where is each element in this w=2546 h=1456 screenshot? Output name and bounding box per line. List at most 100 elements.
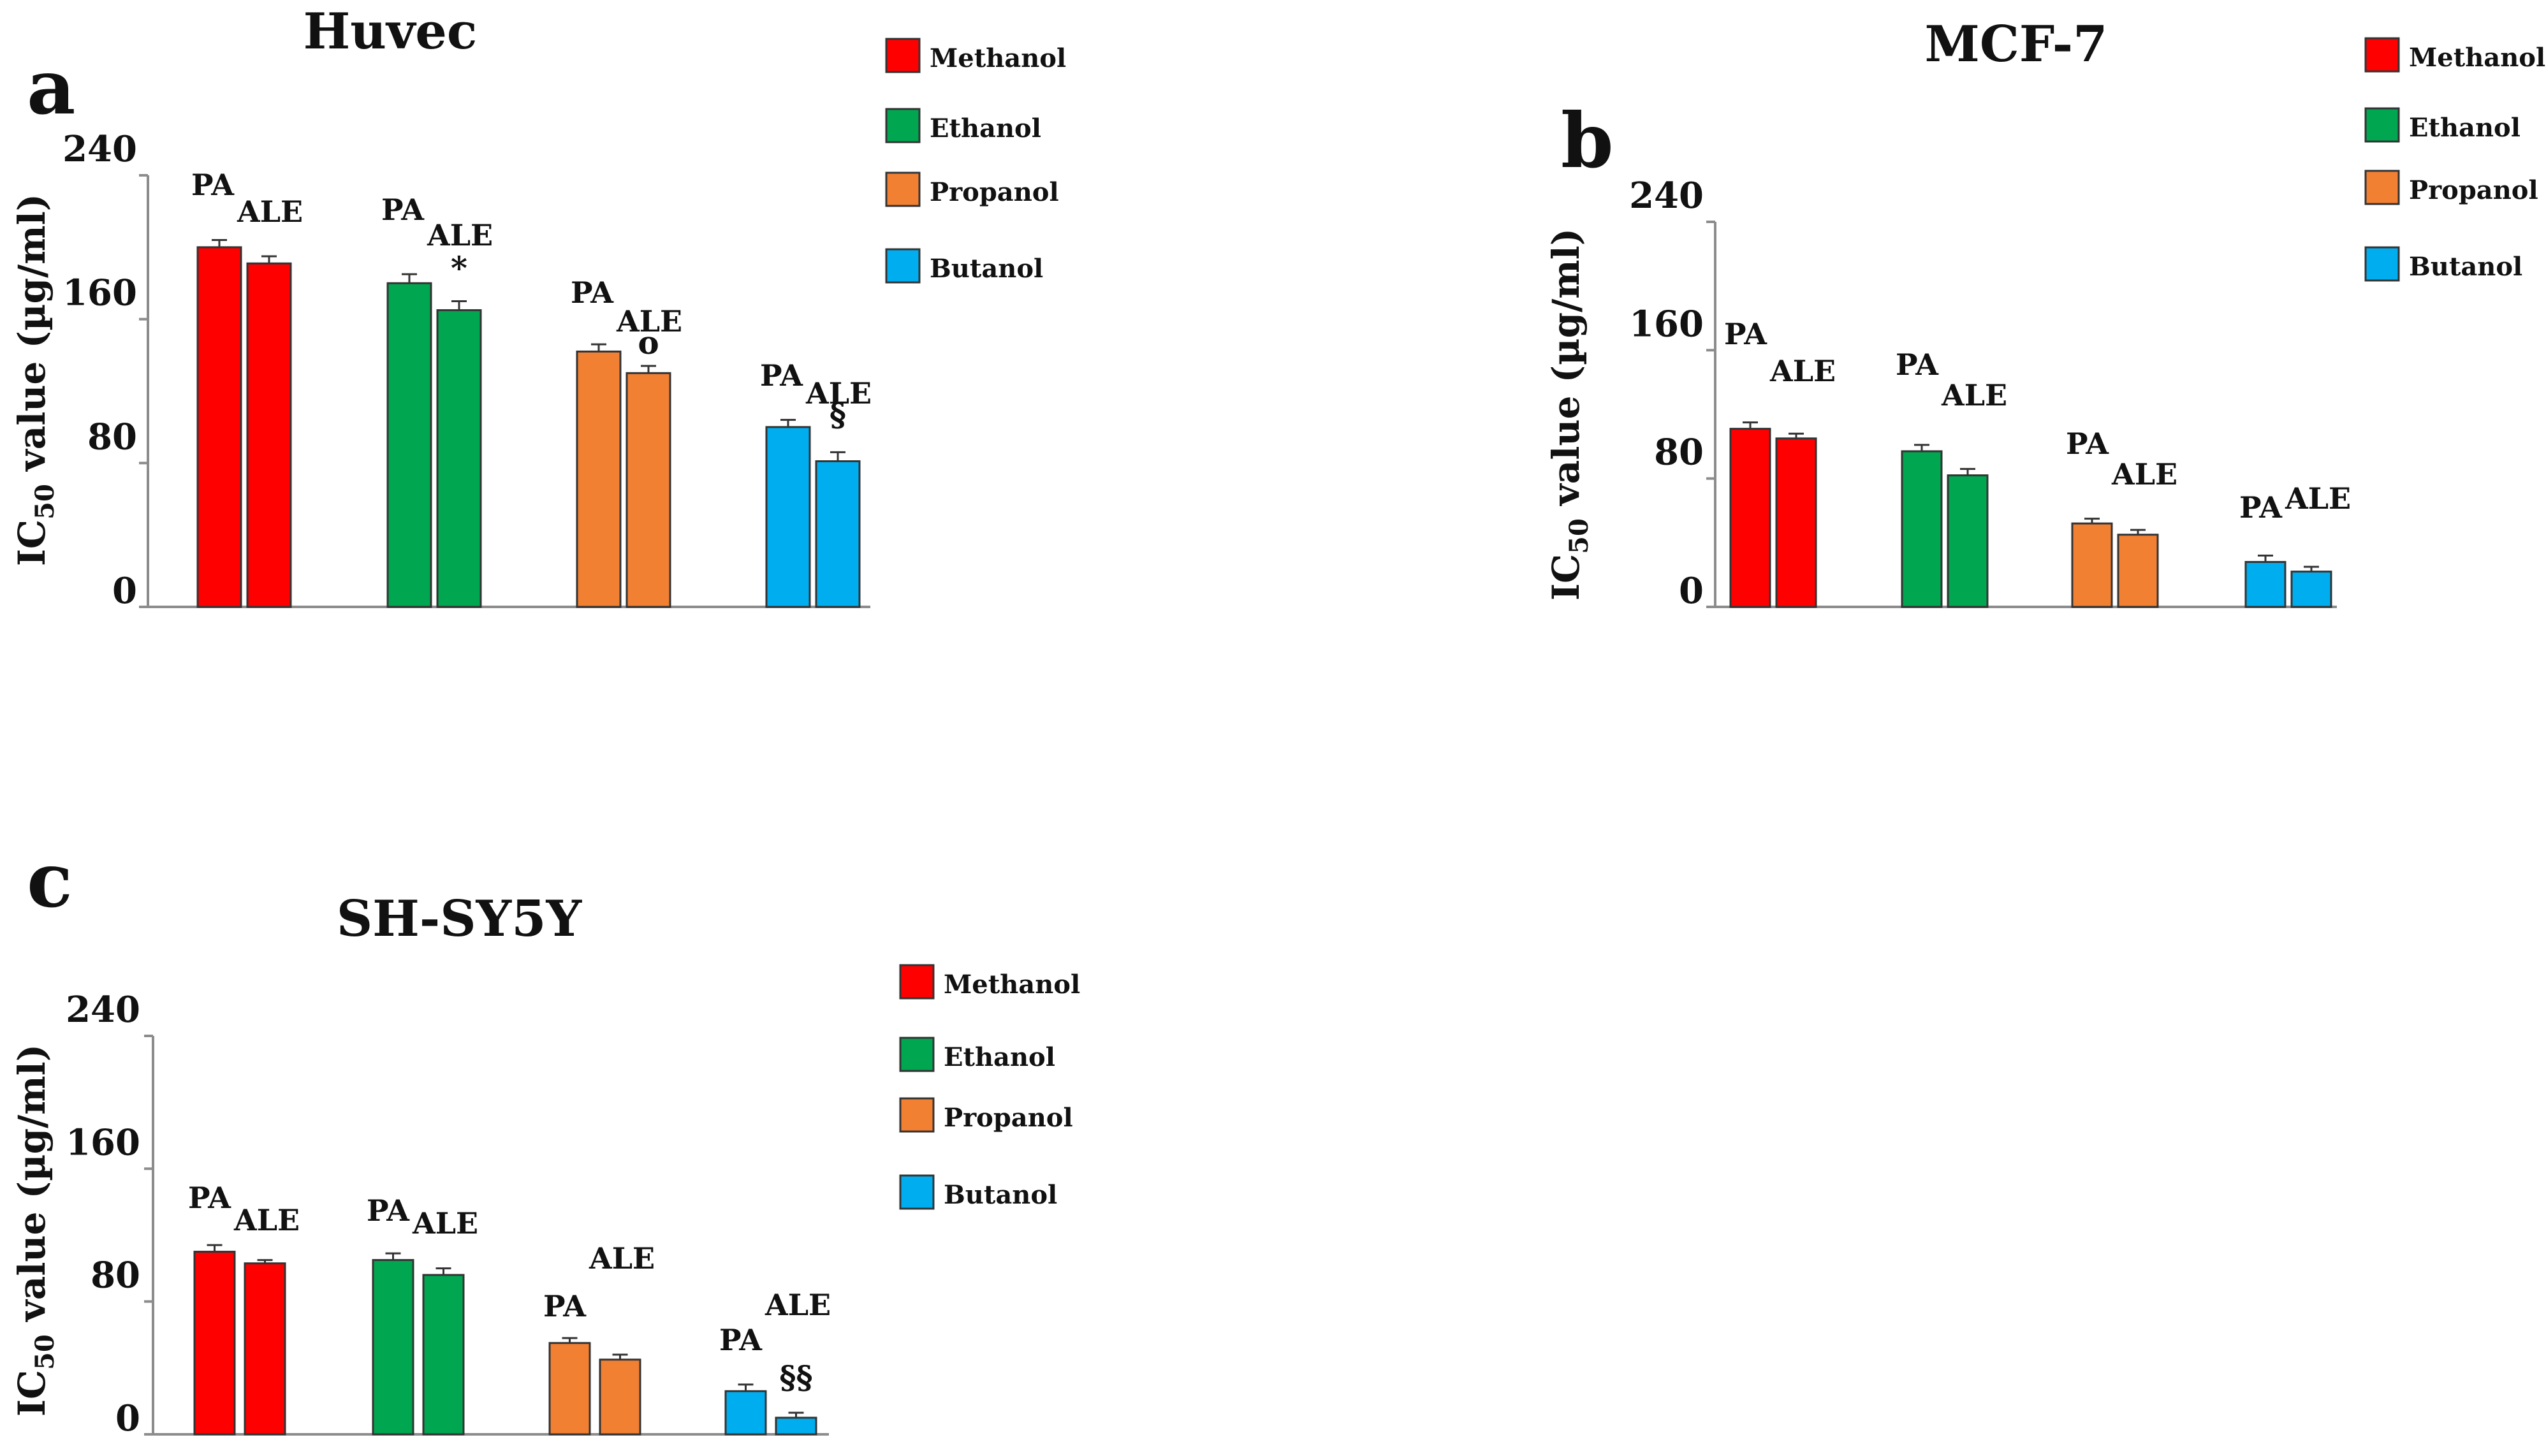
panel-a-significance-mark: o [638, 324, 659, 361]
panel-b-bar-propanol-pa [2071, 522, 2113, 608]
panel-b-bar-ethanol-pa [1901, 450, 1943, 608]
panel-b-title: MCF-7 [1925, 15, 2108, 73]
panel-c-legend-swatch-ethanol [899, 1037, 935, 1072]
panel-b-legend-swatch-butanol [2364, 246, 2400, 282]
panel-a-bar-methanol-pa [196, 246, 242, 608]
panel-b-bar-label-ale: ALE [1941, 378, 2007, 412]
panel-b-legend: Methanol Ethanol Propanol Butanol [2364, 37, 2545, 282]
panel-c-legend-label-butanol: Butanol [944, 1180, 1057, 1210]
panel-a-bar-propanol-pa [576, 350, 622, 608]
panel-c-legend-label-propanol: Propanol [944, 1103, 1073, 1133]
panel-c-bar-methanol-ale [244, 1262, 286, 1436]
panel-b-y-tick-label: 80 [1654, 432, 1704, 474]
panel-a-bar-label-ale: ALE [237, 194, 303, 229]
panel-a-bar-label-pa: PA [381, 193, 425, 227]
panel-b-bar-methanol-pa [1729, 428, 1771, 608]
panel-c-ylabel: IC50 value (µg/ml) [10, 1044, 60, 1416]
panel-c-bar-label-pa: PA [367, 1193, 410, 1228]
panel-a-legend-label-methanol: Methanol [930, 43, 1066, 73]
panel-c-bar-label-ale: ALE [412, 1206, 478, 1241]
panel-a-bar-butanol-ale [815, 460, 861, 608]
panel-c-bar-label-ale: ALE [233, 1203, 300, 1237]
panel-a-ylabel: IC50 value (µg/ml) [10, 194, 60, 566]
panel-c-legend-swatch-methanol [899, 964, 935, 1000]
panel-a-bar-methanol-ale [246, 262, 292, 608]
panel-b-bar-methanol-ale [1775, 437, 1817, 608]
panel-c-y-axis: 0 80 160 240 [66, 989, 829, 1439]
panel-b-y-axis: 0 80 160 240 [1629, 175, 2337, 612]
panel-a-y-tick-label: 80 [87, 416, 137, 458]
panel-a-legend: Methanol Ethanol Propanol Butanol [885, 38, 1066, 284]
panel-c-letter: c [27, 836, 73, 924]
panel-b-bar-butanol-pa [2244, 561, 2286, 608]
panel-b-legend-label-ethanol: Ethanol [2409, 113, 2520, 143]
panel-b-bar-label-pa: PA [1724, 317, 1767, 351]
panel-a-legend-label-ethanol: Ethanol [930, 113, 1041, 143]
panel-b-y-tick-label: 240 [1629, 175, 1704, 217]
panel-a-bar-label-pa: PA [571, 275, 614, 310]
panel-b-bar-label-pa: PA [2239, 490, 2283, 525]
panel-a-bar-label-pa: PA [191, 168, 235, 202]
panel-a-bar-label-ale: ALE [805, 376, 872, 411]
panel-c-bar-label-ale: ALE [589, 1241, 655, 1276]
panel-a-letter: a [27, 43, 75, 131]
panel-a-bar-ethanol-pa [386, 282, 432, 608]
panel-a-bar-label-pa: PA [760, 358, 803, 393]
panel-b-bar-butanol-ale [2290, 571, 2332, 608]
panel-a-legend-swatch-propanol [885, 171, 921, 207]
panel-a-bar-butanol-pa [765, 426, 811, 608]
panel-a-legend-swatch-ethanol [885, 108, 921, 143]
panel-a-significance-mark: * [451, 249, 467, 287]
panel-c-y-tick-label: 80 [91, 1255, 140, 1297]
panel-c-legend-swatch-propanol [899, 1097, 935, 1133]
panel-b-legend-swatch-propanol [2364, 170, 2400, 205]
panel-c-y-tick-label: 0 [115, 1397, 140, 1439]
panel-c-title: SH-SY5Y [337, 890, 583, 948]
panel-a-y-tick-label: 160 [62, 272, 137, 314]
panel-c-bar-methanol-pa [193, 1251, 236, 1436]
panel-b-legend-label-propanol: Propanol [2409, 175, 2538, 205]
panel-a-bar-label-ale: ALE [427, 218, 493, 252]
panel-a-legend-label-butanol: Butanol [930, 254, 1043, 284]
panel-a-significance-mark: § [830, 396, 846, 433]
panel-a-bar-label-ale: ALE [616, 304, 682, 339]
panel-c-bar-label-pa: PA [188, 1181, 231, 1215]
panel-a-y-tick-label: 0 [112, 570, 137, 612]
panel-c: c SH-SY5Y IC50 value (µg/ml) 0 80 160 240 P… [10, 836, 1080, 1439]
panel-b-legend-label-methanol: Methanol [2409, 43, 2545, 73]
panel-b-legend-swatch-ethanol [2364, 107, 2400, 143]
panel-c-bar-ethanol-ale [422, 1274, 465, 1436]
panel-c-bar-label-pa: PA [543, 1289, 587, 1323]
panel-c-legend-label-ethanol: Ethanol [944, 1042, 1055, 1072]
panel-a-legend-label-propanol: Propanol [930, 177, 1059, 207]
panel-b-bar-label-ale: ALE [1769, 354, 1836, 388]
panel-c-legend-label-methanol: Methanol [944, 970, 1080, 1000]
panel-c-bar-butanol-ale [775, 1416, 817, 1436]
panel-b-bar-label-pa: PA [1896, 347, 1939, 382]
panel-b-bar-label-ale: ALE [2111, 457, 2177, 491]
panel-b-letter: b [1561, 96, 1614, 185]
panel-b-bar-label-ale: ALE [2285, 481, 2351, 516]
panel-c-legend-swatch-butanol [899, 1174, 935, 1210]
panel-b-ylabel: IC50 value (µg/ml) [1544, 228, 1594, 601]
panel-c-bar-label-pa: PA [719, 1323, 763, 1357]
panel-c-significance-mark: §§ [779, 1358, 812, 1396]
panel-c-bar-label-ale: ALE [765, 1288, 831, 1322]
panel-c-y-tick-label: 240 [66, 989, 140, 1031]
panel-a-bar-propanol-ale [626, 372, 671, 608]
panel-b-bar-ethanol-ale [1947, 474, 1989, 608]
panel-c-bar-propanol-pa [548, 1342, 591, 1436]
panel-c-bar-ethanol-pa [372, 1259, 414, 1436]
panel-a-legend-swatch-methanol [885, 38, 921, 73]
panel-c-y-tick-label: 160 [66, 1121, 140, 1163]
panel-b-y-tick-label: 160 [1629, 303, 1704, 345]
panel-a-bar-ethanol-ale [436, 309, 482, 608]
panel-a-title: Huvec [304, 3, 478, 61]
panel-a-legend-swatch-butanol [885, 248, 921, 284]
panel-b-bar-label-pa: PA [2066, 426, 2109, 461]
